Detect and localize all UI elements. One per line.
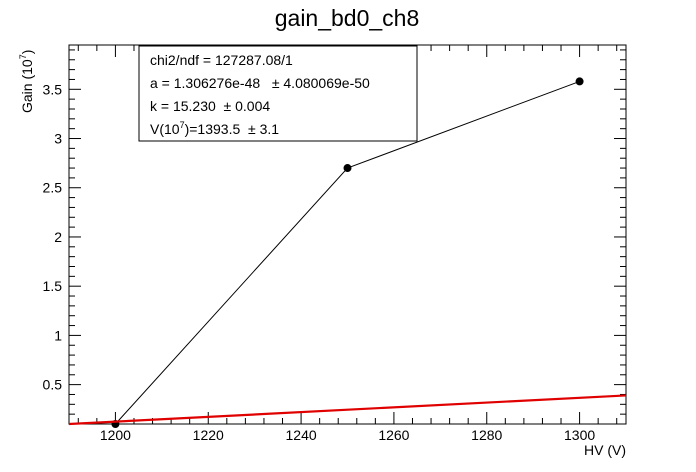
stats-param-v: V(107)=1393.5 ± 3.1 <box>150 120 279 137</box>
y-tick-label: 1 <box>54 327 62 343</box>
y-tick-label: 3.5 <box>43 81 63 97</box>
stats-param-a: a = 1.306276e-48 ± 4.080069e-50 <box>150 75 370 91</box>
y-tick-label: 2.5 <box>43 180 63 196</box>
x-tick-label: 1280 <box>471 427 502 443</box>
y-tick-label: 0.5 <box>43 377 63 393</box>
chart-title: gain_bd0_ch8 <box>275 5 420 31</box>
x-axis-label: HV (V) <box>584 442 626 458</box>
data-point <box>343 164 352 173</box>
stats-param-k: k = 15.230 ± 0.004 <box>150 98 270 114</box>
data-point <box>575 77 584 86</box>
x-tick-labels: 1200 1220 1240 1260 1280 1300 <box>100 427 596 443</box>
x-tick-label: 1240 <box>286 427 317 443</box>
plot-frame <box>68 44 627 425</box>
y-tick-label: 2 <box>54 229 62 245</box>
stats-chi2: chi2/ndf = 127287.08/1 <box>150 52 293 68</box>
stats-box-frame <box>138 45 418 142</box>
x-tick-label: 1200 <box>100 427 131 443</box>
y-tick-labels: 0.5 1 1.5 2 2.5 3 3.5 <box>43 81 63 392</box>
fit-line <box>68 394 627 426</box>
x-tick-label: 1220 <box>193 427 224 443</box>
y-axis-label: Gain (107) <box>18 50 35 113</box>
stats-box: chi2/ndf = 127287.08/1 a = 1.306276e-48 … <box>138 45 418 142</box>
x-tick-label: 1260 <box>378 427 409 443</box>
x-tick-label: 1300 <box>564 427 595 443</box>
y-tick-label: 1.5 <box>43 278 63 294</box>
y-tick-label: 3 <box>54 131 62 147</box>
